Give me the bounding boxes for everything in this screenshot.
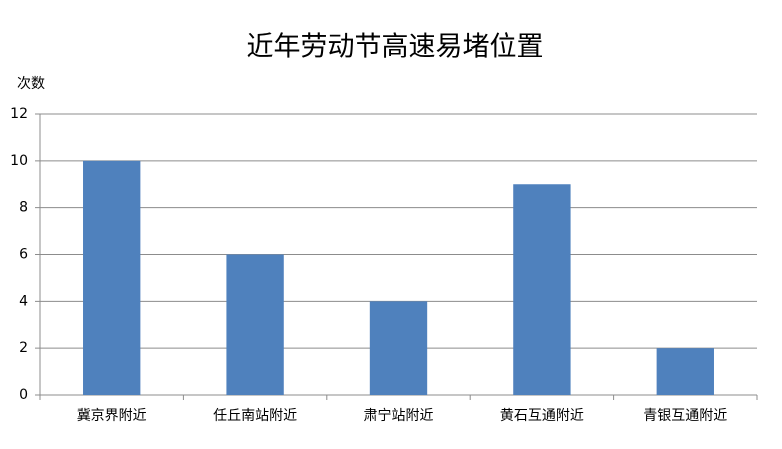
y-tick-label: 2 <box>19 340 28 356</box>
y-tick-label: 6 <box>19 247 28 263</box>
x-tick-label: 冀京界附近 <box>77 408 147 424</box>
y-tick-label: 10 <box>10 153 28 169</box>
chart-title: 近年劳动节高速易堵位置 <box>247 32 544 63</box>
y-tick-label: 0 <box>19 387 28 403</box>
y-axis-label: 次数 <box>17 76 45 92</box>
bar <box>226 254 284 395</box>
y-tick-label: 4 <box>19 293 28 309</box>
bar <box>656 348 714 395</box>
bar <box>513 184 571 395</box>
x-tick-label: 肃宁站附近 <box>364 407 434 424</box>
x-tick-label: 青银互通附近 <box>643 408 727 424</box>
y-tick-label: 12 <box>10 106 28 122</box>
x-tick-label: 黄石互通附近 <box>500 407 584 424</box>
x-tick-label: 任丘南站附近 <box>213 408 297 424</box>
y-tick-label: 8 <box>19 200 28 216</box>
bar <box>369 301 428 395</box>
bar <box>83 160 141 395</box>
